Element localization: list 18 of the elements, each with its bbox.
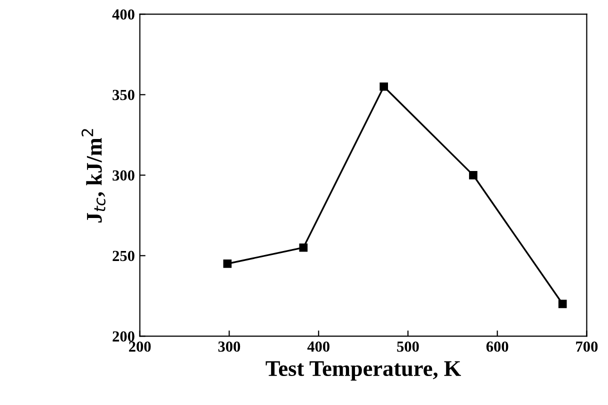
x-tick-label: 300 — [218, 341, 240, 352]
x-tick-label: 500 — [397, 341, 419, 352]
y-tick-label: 400 — [112, 9, 134, 20]
y-axis-title: J$_{tc}$, kJ/m$^{2}$ — [82, 129, 106, 223]
y-tick-label: 250 — [112, 250, 134, 262]
x-tick-label: 400 — [307, 341, 330, 352]
point — [469, 170, 478, 180]
y-tick-label: 300 — [112, 170, 134, 181]
x-tick-label: 200 — [129, 341, 151, 352]
point — [223, 260, 232, 268]
point — [299, 243, 308, 252]
x-tick-label: 600 — [486, 341, 508, 352]
point — [380, 82, 388, 91]
y-tick-label: 200 — [112, 331, 134, 342]
x-axis-title: Test Temperature, K — [266, 361, 461, 381]
point — [558, 300, 567, 308]
x-tick-label: 700 — [576, 341, 598, 352]
y-tick-label: 350 — [112, 90, 134, 100]
